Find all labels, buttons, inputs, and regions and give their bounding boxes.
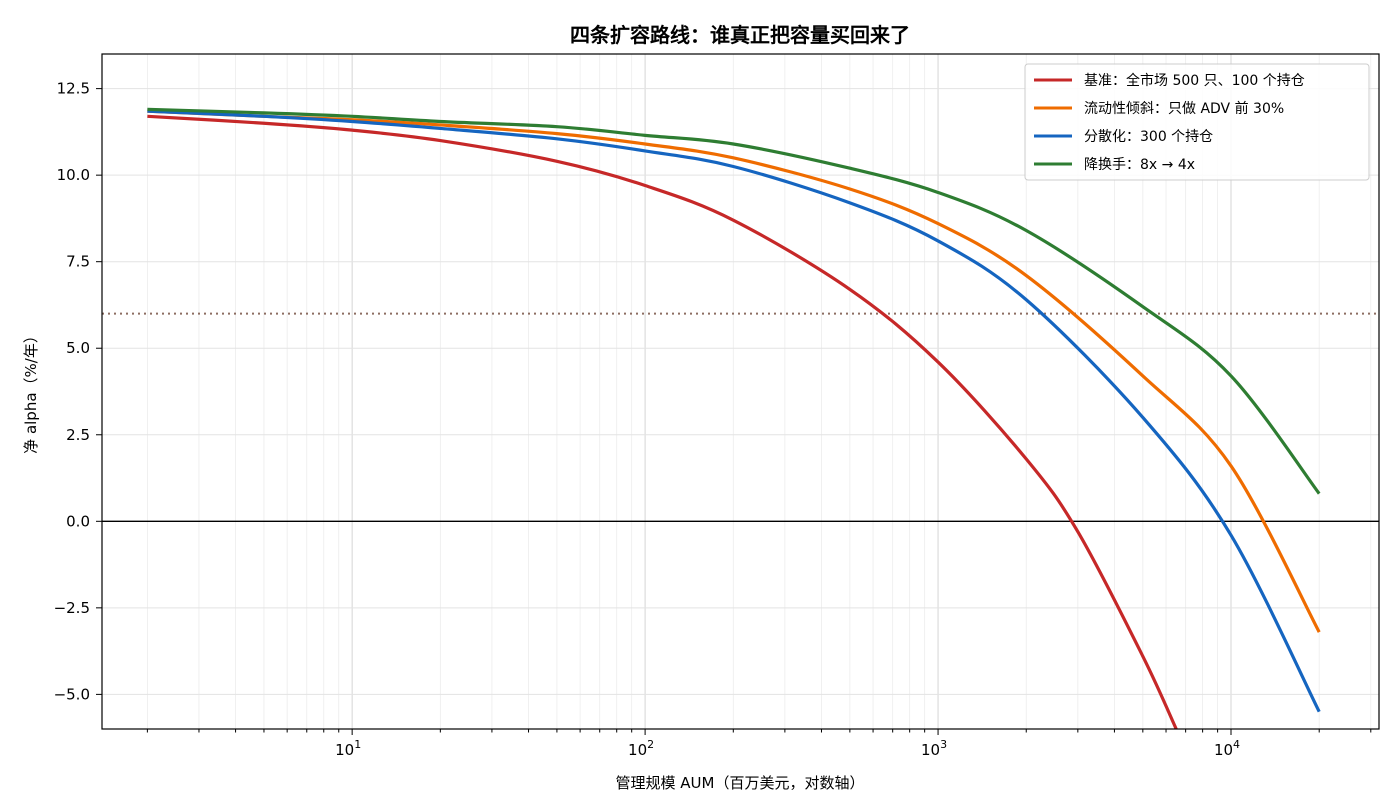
reference-lines <box>102 312 1379 523</box>
y-tick-label: 10.0 <box>57 166 90 184</box>
legend-label-0: 基准：全市场 500 只、100 个持仓 <box>1084 72 1305 89</box>
plot-frame <box>101 53 1380 730</box>
y-tick-label: −2.5 <box>54 599 90 617</box>
x-tick-label: 102 <box>628 738 654 759</box>
x-tick-label: 104 <box>1214 738 1240 759</box>
y-tick-label: 5.0 <box>66 339 90 357</box>
y-tick-label: 7.5 <box>66 253 90 271</box>
series-line-2 <box>147 109 1321 713</box>
x-tick-label: 103 <box>921 738 947 759</box>
legend: 基准：全市场 500 只、100 个持仓 流动性倾斜：只做 ADV 前 30% … <box>1024 63 1370 181</box>
legend-label-3: 降换手：8x → 4x <box>1084 156 1195 173</box>
x-axis-ticks: 101 102 103 104 <box>146 729 1372 759</box>
grid-layer <box>102 54 1379 729</box>
y-tick-label: 0.0 <box>66 512 90 530</box>
legend-label-2: 分散化：300 个持仓 <box>1084 129 1213 145</box>
legend-label-1: 流动性倾斜：只做 ADV 前 30% <box>1084 100 1284 117</box>
y-axis-label: 净 alpha（%/年） <box>22 328 40 454</box>
y-tick-label: 12.5 <box>57 80 90 98</box>
series-layer <box>147 107 1321 729</box>
chart-title: 四条扩容路线：谁真正把容量买回来了 <box>570 23 910 47</box>
x-tick-label: 101 <box>335 738 361 759</box>
series-line-1 <box>147 109 1321 633</box>
y-axis-ticks: −5.0 −2.5 0.0 2.5 5.0 7.5 10.0 12.5 <box>54 80 102 703</box>
y-tick-label: −5.0 <box>54 685 90 703</box>
series-line-3 <box>147 107 1321 495</box>
x-axis-label: 管理规模 AUM（百万美元，对数轴） <box>616 774 865 792</box>
series-line-0 <box>147 114 1178 729</box>
y-tick-label: 2.5 <box>66 426 90 444</box>
legend-frame <box>1024 63 1370 181</box>
